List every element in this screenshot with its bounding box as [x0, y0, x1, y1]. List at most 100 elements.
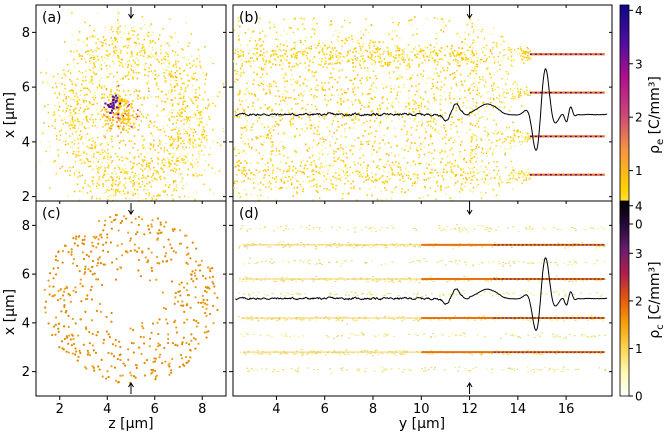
data-point — [405, 133, 408, 136]
data-point — [54, 127, 56, 129]
data-point — [404, 144, 407, 147]
data-point — [462, 102, 465, 104]
data-point — [106, 161, 109, 164]
data-point — [385, 198, 388, 200]
data-point — [514, 81, 516, 83]
data-point — [380, 59, 383, 62]
data-point — [354, 99, 357, 101]
data-point — [331, 47, 333, 49]
data-point — [340, 144, 342, 146]
data-point — [424, 187, 426, 190]
data-point — [85, 51, 87, 54]
data-point — [418, 65, 420, 68]
data-point — [168, 44, 170, 47]
data-point — [119, 52, 122, 54]
data-point — [459, 56, 461, 59]
data-point — [172, 76, 174, 79]
data-point — [505, 53, 507, 56]
data-point — [73, 139, 76, 142]
data-point — [113, 50, 115, 52]
data-point — [120, 171, 123, 174]
data-point — [119, 171, 122, 173]
data-point — [350, 35, 353, 37]
data-point — [527, 59, 529, 61]
data-point — [250, 172, 253, 174]
data-point — [335, 29, 337, 32]
data-point — [381, 102, 384, 104]
data-point — [524, 51, 527, 53]
data-point — [477, 36, 479, 39]
data-point — [188, 133, 191, 136]
data-point — [361, 104, 363, 107]
data-point — [489, 49, 492, 51]
data-point — [321, 165, 323, 168]
data-point — [514, 96, 516, 98]
data-point — [285, 176, 288, 179]
data-point — [150, 70, 153, 72]
data-point — [375, 117, 378, 120]
data-point — [508, 179, 510, 181]
data-point — [193, 63, 195, 66]
data-point — [164, 189, 167, 192]
data-point — [196, 117, 198, 120]
data-point — [65, 132, 67, 135]
data-point — [142, 161, 145, 163]
data-point — [262, 48, 265, 50]
data-point — [470, 112, 473, 114]
data-point — [372, 145, 374, 148]
data-point — [159, 49, 162, 51]
data-point — [391, 29, 394, 32]
data-point — [251, 138, 254, 141]
data-point — [455, 174, 458, 176]
data-point — [89, 165, 92, 167]
data-point — [338, 52, 340, 54]
data-point — [350, 100, 353, 103]
data-point — [294, 45, 296, 47]
data-point — [143, 52, 146, 54]
data-point — [268, 180, 271, 183]
data-point — [147, 143, 149, 145]
data-point — [203, 130, 206, 132]
data-point — [127, 33, 130, 35]
data-point — [110, 125, 112, 128]
data-point — [196, 175, 198, 177]
data-point — [145, 192, 147, 195]
data-point — [148, 192, 150, 194]
data-point — [451, 113, 454, 115]
data-point — [465, 56, 467, 59]
data-point — [408, 66, 411, 69]
data-point — [499, 64, 501, 66]
data-point — [444, 54, 446, 57]
data-point — [452, 77, 455, 80]
data-point — [256, 47, 258, 50]
data-point — [512, 90, 514, 92]
data-point — [105, 108, 108, 111]
data-point — [258, 39, 260, 41]
data-point — [86, 44, 88, 47]
data-point — [299, 170, 301, 173]
data-point — [306, 52, 309, 54]
data-point — [414, 93, 417, 96]
data-point — [98, 166, 100, 169]
data-point — [159, 176, 161, 179]
data-point — [167, 59, 169, 62]
data-point — [120, 50, 122, 52]
data-point — [102, 36, 105, 38]
data-point — [417, 74, 419, 77]
data-point — [358, 42, 360, 45]
data-point — [423, 179, 425, 181]
data-point — [140, 120, 143, 122]
data-point — [101, 165, 103, 167]
data-point — [134, 172, 137, 175]
data-point — [121, 100, 123, 103]
data-point — [371, 55, 373, 57]
data-point — [91, 148, 94, 151]
data-point — [157, 194, 160, 196]
data-point — [511, 65, 514, 68]
data-point — [361, 77, 363, 79]
data-point — [72, 120, 75, 123]
data-point — [471, 42, 474, 44]
data-point — [115, 136, 118, 138]
data-point — [68, 125, 70, 127]
data-point — [187, 168, 189, 171]
